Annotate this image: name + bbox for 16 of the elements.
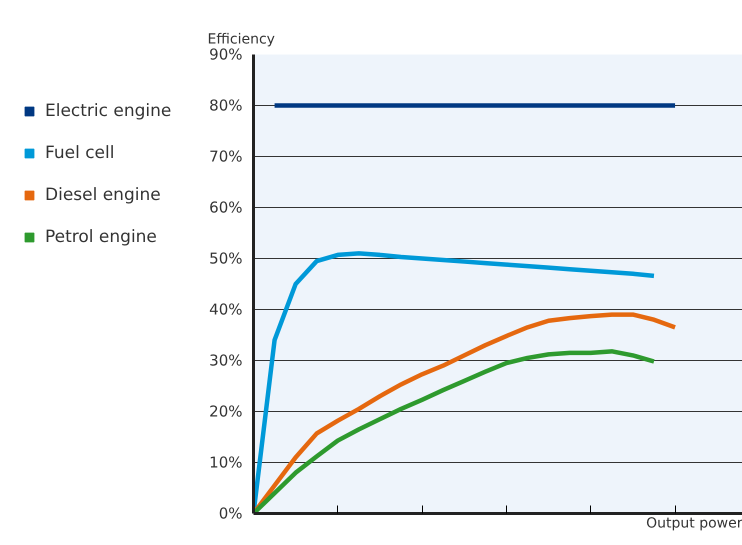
legend-label: Diesel engine [45, 185, 161, 205]
y-tick-label: 60% [209, 198, 243, 216]
y-tick-label: 20% [209, 402, 243, 420]
y-tick-label: 50% [209, 250, 243, 268]
y-tick-label: 80% [209, 96, 243, 114]
legend-label: Fuel cell [45, 143, 114, 163]
y-tick-label: 30% [209, 352, 243, 370]
y-axis-title: Efficiency [208, 32, 275, 48]
legend-label: Electric engine [45, 101, 172, 121]
y-tick-label: 10% [209, 454, 243, 472]
y-tick-label: 0% [218, 504, 242, 522]
y-tick-label: 70% [209, 148, 243, 166]
y-tick-label: 90% [209, 46, 243, 64]
legend-label: Petrol engine [45, 227, 157, 247]
y-tick-label: 40% [209, 300, 243, 318]
line-series [254, 349, 656, 514]
